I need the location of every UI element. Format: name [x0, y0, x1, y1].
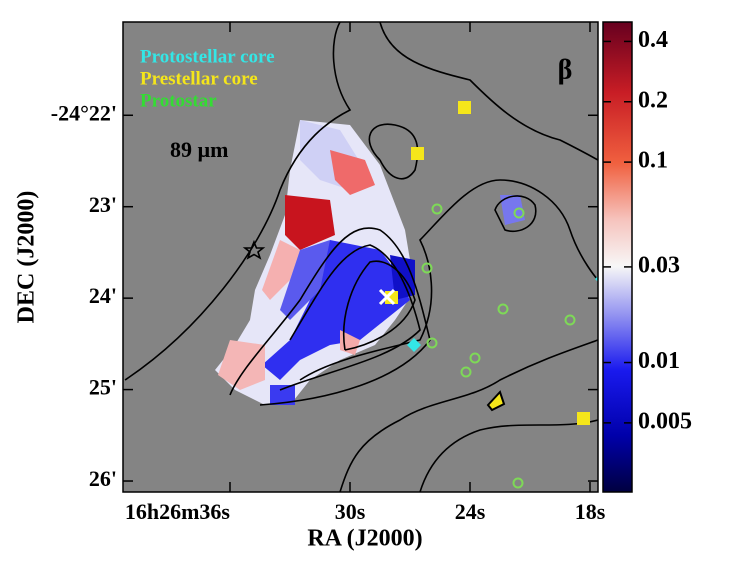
colorbar-tick-label: 0.2 — [638, 87, 668, 113]
legend-entry: Protostellar core — [140, 46, 275, 67]
sources — [242, 101, 598, 489]
map-image — [124, 22, 598, 492]
colorbar-tick-label: 0.03 — [638, 252, 680, 278]
protostellar-core — [407, 338, 421, 352]
x-axis-label: RA (J2000) — [307, 526, 422, 552]
prestellar-core — [411, 147, 424, 160]
y-tick-label: -24°22' — [51, 100, 117, 125]
y-axis-label: DEC (J2000) — [14, 191, 40, 324]
protostars — [421, 203, 576, 489]
cross-marker — [378, 288, 396, 306]
annotation: 89 µm — [170, 137, 229, 162]
y-tick-label: 25' — [89, 375, 117, 400]
star-marker — [242, 239, 266, 260]
plot-frame — [122, 21, 599, 493]
x-tick-label: 16h26m36s — [125, 499, 231, 524]
prestellar-core — [458, 101, 471, 114]
y-tick-label: 24' — [89, 283, 117, 308]
annotation: β — [558, 54, 573, 85]
colorbar-tick-label: 0.01 — [638, 348, 680, 374]
y-tick-label: 26' — [89, 466, 117, 491]
legend-entry: Prestellar core — [140, 68, 258, 89]
colorbar — [602, 21, 633, 493]
colorbar-tick-label: 0.4 — [638, 27, 668, 53]
legend-entry: Protostar — [140, 90, 217, 111]
colorbar-tick-label: 0.005 — [638, 408, 692, 434]
y-tick-label: 23' — [89, 192, 117, 217]
x-tick-label: 24s — [455, 499, 486, 524]
x-tick-label: 30s — [335, 499, 366, 524]
prestellar-core — [577, 412, 590, 425]
x-tick-label: 18s — [575, 499, 606, 524]
colorbar-tick-label: 0.1 — [638, 148, 668, 174]
